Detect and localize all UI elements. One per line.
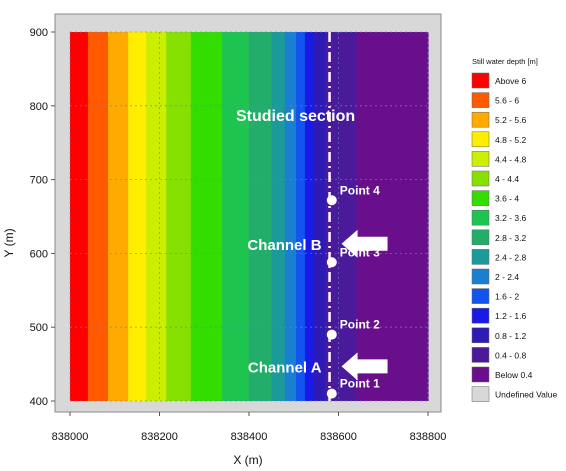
depth-band	[70, 32, 89, 401]
legend-label: 3.6 - 4	[495, 194, 519, 204]
depth-band	[166, 32, 192, 401]
points: Point 1 Point 2 Point 3 Point 4	[326, 183, 380, 399]
point-marker	[326, 329, 337, 340]
point-marker	[326, 257, 337, 268]
point-label: Point 4	[340, 183, 380, 197]
legend-label: 1.6 - 2	[495, 292, 519, 302]
legend-swatch	[471, 347, 490, 363]
point-label: Point 3	[340, 245, 380, 259]
legend-label: 2 - 2.4	[495, 272, 519, 282]
legend-swatch	[471, 92, 490, 108]
legend-swatch	[471, 327, 490, 344]
legend-swatch	[471, 131, 490, 148]
legend-swatch	[471, 288, 490, 304]
legend-swatch	[471, 170, 490, 187]
depth-band	[296, 32, 306, 401]
legend-label: Undefined Value	[495, 390, 557, 400]
legend-swatch	[471, 111, 490, 128]
legend-label: Below 0.4	[495, 370, 533, 380]
y-tick-label: 500	[30, 322, 48, 334]
x-tick-label: 838600	[320, 431, 357, 443]
legend-label: 1.2 - 1.6	[495, 311, 526, 321]
depth-band	[249, 32, 272, 401]
legend-swatch	[471, 151, 490, 167]
x-tick-label: 838800	[410, 431, 447, 443]
depth-band	[304, 32, 315, 401]
legend-label: 2.8 - 3.2	[495, 233, 526, 243]
legend-swatch	[471, 307, 490, 324]
depth-band	[190, 32, 223, 401]
y-tick-label: 800	[30, 101, 48, 113]
depth-band	[108, 32, 129, 401]
legend-label: 2.4 - 2.8	[495, 252, 526, 262]
channel-label: Channel B	[247, 237, 321, 254]
channel-arrow	[341, 352, 388, 381]
point-label: Point 1	[340, 377, 380, 391]
x-tick-label: 838200	[141, 431, 178, 443]
plot-border	[54, 13, 442, 413]
point-label: Point 2	[340, 318, 380, 332]
legend: Still water depth [m] Above 6 5.6 - 6 5.2 …	[471, 57, 557, 402]
depth-band	[146, 32, 167, 401]
depth-band	[284, 32, 297, 401]
legend-swatch	[471, 268, 490, 285]
y-axis-ticks: 400 500 600 700 800 900	[30, 27, 55, 408]
depth-band	[128, 32, 147, 401]
legend-swatch	[471, 209, 490, 226]
legend-label: 5.2 - 5.6	[495, 115, 526, 125]
x-tick-label: 838400	[231, 431, 268, 443]
studied-section-label: Studied section	[236, 108, 355, 125]
channels: Channel A Channel B	[247, 229, 388, 381]
legend-swatch	[471, 386, 490, 402]
legend-label: 4 - 4.4	[495, 174, 519, 184]
point-marker	[326, 195, 337, 206]
depth-band	[271, 32, 286, 401]
legend-label: 4.8 - 5.2	[495, 135, 526, 145]
x-tick-label: 838000	[52, 431, 89, 443]
legend-label: 0.4 - 0.8	[495, 350, 526, 360]
grid	[69, 31, 429, 402]
y-tick-label: 700	[30, 175, 48, 187]
legend-label: Above 6	[495, 76, 526, 86]
legend-label: 3.2 - 3.6	[495, 213, 526, 223]
y-tick-label: 900	[30, 27, 48, 39]
legend-swatch	[471, 229, 490, 246]
legend-swatch	[471, 72, 490, 89]
depth-band	[356, 32, 429, 401]
legend-swatch	[471, 366, 490, 383]
y-tick-label: 400	[30, 396, 48, 408]
legend-title: Still water depth [m]	[472, 57, 538, 66]
y-tick-label: 600	[30, 248, 48, 260]
depth-bands	[70, 32, 429, 401]
depth-band	[313, 32, 326, 401]
legend-label: 5.6 - 6	[495, 96, 519, 106]
legend-label: 4.4 - 4.8	[495, 154, 526, 164]
depth-band	[87, 32, 109, 401]
legend-label: 0.8 - 1.2	[495, 331, 526, 341]
depth-band	[222, 32, 250, 401]
legend-swatch	[471, 190, 490, 206]
channel-label: Channel A	[248, 359, 322, 376]
channel-arrow	[341, 229, 388, 258]
x-axis-ticks: 838000 838200 838400 838600 838800	[52, 412, 447, 443]
x-axis-label: X (m)	[233, 453, 262, 467]
y-axis-label: Y (m)	[2, 228, 16, 257]
legend-swatch	[471, 249, 490, 265]
point-marker	[326, 388, 337, 399]
